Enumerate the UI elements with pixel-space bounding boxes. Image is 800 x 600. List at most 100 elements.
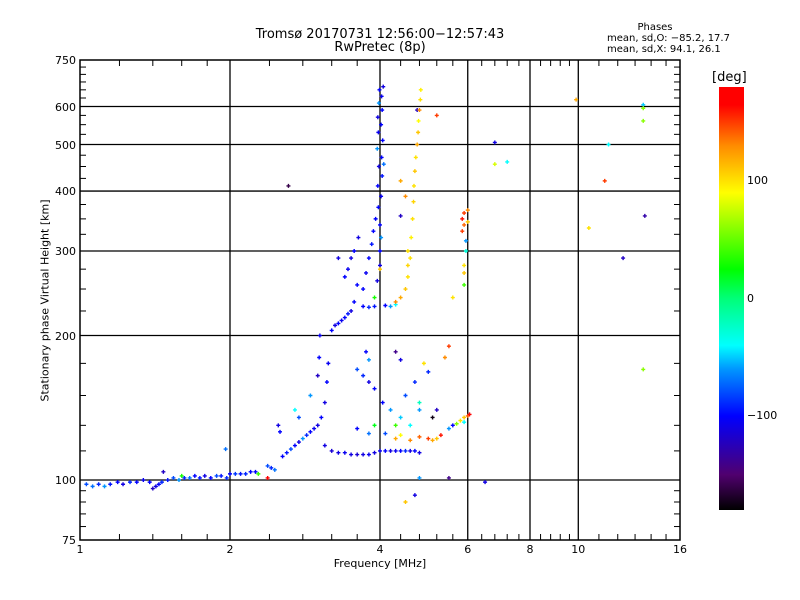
data-point [417, 475, 422, 480]
data-point [233, 471, 238, 476]
data-point [408, 448, 413, 453]
data-point [179, 473, 184, 478]
data-point [96, 482, 101, 487]
data-point [322, 400, 327, 405]
data-point [315, 373, 320, 378]
data-point [349, 308, 354, 313]
data-point [379, 235, 384, 240]
data-point [372, 450, 377, 455]
data-point [352, 249, 357, 254]
data-point [417, 450, 422, 455]
data-point [352, 299, 357, 304]
data-point [378, 267, 382, 272]
phase-colorbar [719, 87, 744, 510]
data-point [265, 463, 270, 468]
data-point [458, 418, 463, 423]
x-tick-label: 1 [76, 543, 84, 556]
x-tick-label: 6 [464, 543, 472, 556]
axis-ticks [80, 60, 680, 540]
data-point [398, 178, 403, 183]
data-point [413, 155, 418, 160]
data-point [161, 469, 166, 474]
data-point [356, 235, 361, 240]
stats-heading: Phases [637, 22, 673, 33]
data-point [182, 475, 187, 480]
data-point [228, 471, 232, 476]
data-point [376, 205, 381, 210]
data-point [219, 473, 224, 478]
data-point [467, 412, 472, 417]
data-point [375, 183, 380, 188]
data-point [349, 256, 354, 261]
data-point [378, 249, 382, 254]
data-point [278, 429, 283, 434]
data-point [398, 415, 403, 420]
data-point [317, 355, 322, 360]
data-point [412, 169, 417, 174]
data-point [308, 393, 313, 398]
colorbar-tick-label: 0 [747, 291, 754, 305]
data-point [376, 130, 381, 135]
data-point [373, 216, 378, 221]
data-point [430, 438, 435, 443]
y-tick-label: 600 [55, 100, 76, 114]
data-point [248, 469, 253, 474]
data-point [462, 415, 467, 420]
y-tick-label: 500 [55, 138, 76, 152]
data-point [393, 423, 398, 428]
data-point [372, 386, 377, 391]
x-axis-label: Frequency [MHz] [333, 557, 427, 570]
data-point [324, 380, 329, 385]
data-point [379, 94, 384, 99]
data-point [269, 465, 274, 470]
data-point [379, 155, 384, 160]
data-point [379, 194, 384, 199]
data-point [403, 448, 408, 453]
data-point [375, 278, 380, 283]
data-point [361, 452, 366, 457]
x-tick-label: 2 [226, 543, 234, 556]
data-point [292, 407, 297, 412]
data-point [438, 433, 443, 438]
data-point [393, 349, 398, 354]
data-point [417, 400, 422, 405]
data-point [405, 249, 410, 254]
data-point [417, 434, 422, 439]
data-point [326, 361, 331, 366]
data-point [492, 140, 497, 145]
data-point [434, 113, 439, 118]
data-point [383, 303, 388, 308]
data-point [361, 287, 366, 292]
data-point [243, 471, 248, 476]
data-point [115, 480, 120, 485]
data-point [426, 436, 431, 441]
data-point [197, 475, 202, 480]
data-point [202, 473, 207, 478]
chart-title: Tromsø 20170731 12:56:00−12:57:43 [255, 27, 505, 42]
data-point [446, 344, 451, 349]
data-point [141, 478, 146, 483]
data-point [463, 238, 468, 243]
data-point [383, 448, 388, 453]
data-point [398, 295, 403, 300]
plot-frame [79, 59, 681, 541]
data-point [84, 482, 89, 487]
data-point [342, 450, 347, 455]
data-point [375, 115, 380, 120]
data-point [586, 226, 591, 231]
data-point [393, 299, 398, 304]
data-point [355, 367, 360, 372]
data-point [412, 380, 417, 385]
colorbar-tick-label: −100 [747, 409, 778, 422]
data-point [372, 295, 377, 300]
data-point [416, 118, 421, 123]
data-point [405, 263, 410, 268]
data-point [288, 447, 293, 452]
data-point [446, 475, 451, 480]
data-point [128, 480, 133, 485]
data-point [375, 146, 380, 151]
data-point [380, 108, 385, 113]
data-point [312, 426, 317, 431]
data-point [366, 431, 371, 436]
